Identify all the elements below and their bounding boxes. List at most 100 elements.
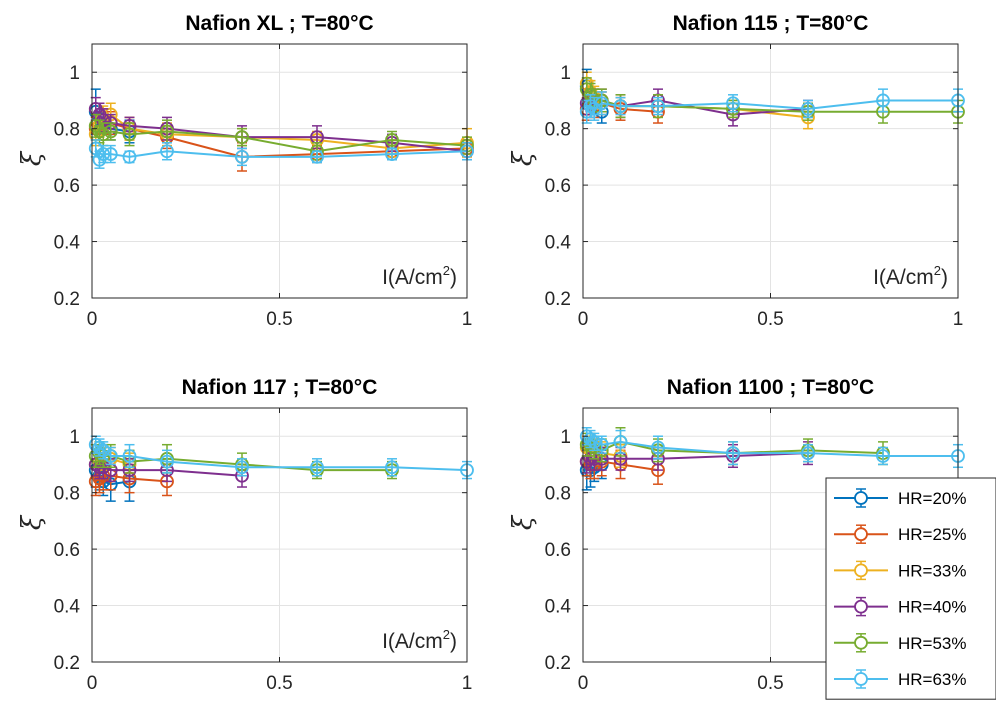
y-tick-label: 0.6 <box>545 540 571 561</box>
x-tick-label: 0.5 <box>757 309 783 330</box>
legend-label: HR=40% <box>898 598 967 617</box>
y-tick-label: 0.4 <box>545 597 572 618</box>
x-tick-label: 1 <box>953 309 964 330</box>
data-point <box>96 147 111 161</box>
x-tick-label: 0.5 <box>266 673 292 694</box>
data-point <box>160 454 174 469</box>
legend-marker <box>854 527 868 542</box>
data-point <box>310 149 324 164</box>
legend-item: HR=53% <box>834 633 967 653</box>
x-axis-label: I(A/cm2) <box>382 263 457 289</box>
data-point <box>160 144 174 159</box>
legend-marker <box>854 563 868 578</box>
error-bar <box>596 91 607 116</box>
y-axis-label: ξ <box>17 514 47 530</box>
legend-box <box>825 477 996 700</box>
panel-3: 0 0.5 1 0.2 0.4 0.6 0.8 1 Nafion 117 ; T=80°C ξ I(… <box>17 376 474 694</box>
series-line <box>94 113 468 150</box>
error-bar <box>728 441 738 466</box>
y-tick-label: 1 <box>69 427 80 448</box>
y-tick-label: 0.4 <box>54 233 81 254</box>
data-point <box>726 446 740 461</box>
legend-marker <box>854 672 868 686</box>
data-point <box>235 130 249 145</box>
y-tick-label: 0.8 <box>54 120 80 141</box>
error-bar <box>878 88 888 113</box>
series-line <box>94 108 468 153</box>
x-tick-label: 1 <box>462 673 473 694</box>
error-bar <box>124 122 135 147</box>
y-axis-label: ξ <box>17 150 47 166</box>
data-point <box>876 449 890 463</box>
y-tick-label: 0.4 <box>54 597 81 618</box>
y-tick-label: 0.8 <box>54 484 80 505</box>
x-tick-label: 0 <box>87 673 98 694</box>
legend-item: HR=40% <box>834 596 967 617</box>
data-point <box>103 147 118 161</box>
legend-label: HR=20% <box>898 489 967 508</box>
data-point <box>651 99 665 113</box>
y-tick-label: 0.2 <box>545 289 571 310</box>
x-tick-label: 0.5 <box>757 673 783 694</box>
data-point <box>103 449 118 463</box>
data-point <box>385 460 399 475</box>
series-line <box>585 99 958 113</box>
series-line <box>94 148 468 162</box>
data-point <box>235 149 249 164</box>
data-point <box>235 460 249 475</box>
legend-item: HR=25% <box>834 524 967 544</box>
data-point <box>160 124 174 139</box>
y-tick-label: 1 <box>69 63 80 84</box>
y-tick-label: 1 <box>560 63 571 84</box>
legend-label: HR=63% <box>898 670 967 689</box>
data-point <box>103 124 118 139</box>
panel-2: 0 0.5 1 0.2 0.4 0.6 0.8 1 Nafion 115 ; T=80°C ξ I(… <box>508 12 965 330</box>
data-point <box>122 449 137 463</box>
legend-item: HR=63% <box>834 669 967 689</box>
y-tick-label: 1 <box>560 427 571 448</box>
legend-marker <box>854 635 868 650</box>
panel-1: 0 0.5 1 0.2 0.4 0.6 0.8 1 Nafion XL ; T=80°C ξ I(A… <box>17 12 474 330</box>
legend: HR=20% HR=25% HR=33% HR=40% HR=53% HR=63% <box>825 477 996 700</box>
data-point <box>594 96 609 111</box>
x-tick-label: 1 <box>462 309 473 330</box>
y-tick-label: 0.6 <box>54 176 80 197</box>
legend-item: HR=33% <box>834 560 967 580</box>
x-tick-label: 0 <box>87 309 98 330</box>
data-point <box>122 127 137 142</box>
data-point <box>385 147 399 161</box>
panel-title: Nafion 115 ; T=80°C <box>673 12 869 35</box>
x-tick-label: 0 <box>578 309 589 330</box>
error-bar <box>589 96 600 121</box>
data-point <box>122 149 137 164</box>
legend-label: HR=33% <box>898 561 967 580</box>
y-tick-label: 0.4 <box>545 233 572 254</box>
series-line <box>586 435 958 457</box>
error-bar <box>653 435 663 460</box>
data-point <box>726 96 740 111</box>
legend-marker <box>854 599 868 614</box>
y-tick-label: 0.8 <box>545 484 571 505</box>
y-tick-label: 0.6 <box>54 540 80 561</box>
legend-item: HR=20% <box>834 488 967 508</box>
data-point <box>801 102 815 116</box>
data-point <box>310 460 324 475</box>
y-tick-label: 0.8 <box>545 120 571 141</box>
panel-title: Nafion XL ; T=80°C <box>185 12 373 35</box>
legend-label: HR=25% <box>898 525 967 544</box>
error-bar <box>162 449 172 474</box>
panel-title: Nafion 117 ; T=80°C <box>182 376 378 399</box>
data-point <box>651 440 665 455</box>
error-bar <box>124 443 135 469</box>
y-tick-label: 0.6 <box>545 176 571 197</box>
x-tick-label: 0 <box>578 673 589 694</box>
y-tick-label: 0.2 <box>54 653 80 674</box>
error-bar <box>615 429 626 454</box>
series-63 <box>88 435 474 480</box>
y-tick-label: 0.2 <box>54 289 80 310</box>
series-25 <box>88 460 174 497</box>
y-axis-label: ξ <box>508 150 538 166</box>
y-tick-label: 0.2 <box>545 653 571 674</box>
data-point <box>801 446 815 461</box>
series-63 <box>579 88 965 124</box>
